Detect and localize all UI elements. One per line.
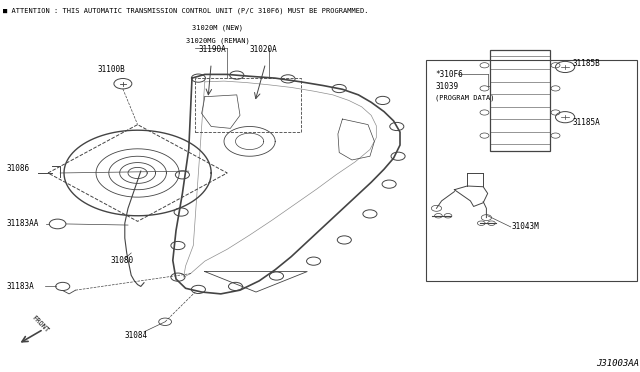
Text: 31020MG (REMAN): 31020MG (REMAN) [186, 37, 250, 44]
Text: (PROGRAM DATA): (PROGRAM DATA) [435, 94, 495, 101]
Text: 31020M (NEW): 31020M (NEW) [192, 24, 243, 31]
Text: J31003AA: J31003AA [596, 359, 639, 368]
Text: 31084: 31084 [125, 331, 148, 340]
Text: 31183A: 31183A [6, 282, 34, 291]
Text: 31086: 31086 [6, 164, 29, 173]
Text: 31039: 31039 [435, 82, 458, 91]
Text: 31020A: 31020A [250, 45, 277, 54]
Text: FRONT: FRONT [30, 314, 49, 333]
Text: ■ ATTENTION : THIS AUTOMATIC TRANSMISSION CONTROL UNIT (P/C 310F6) MUST BE PROGR: ■ ATTENTION : THIS AUTOMATIC TRANSMISSIO… [3, 7, 369, 14]
Text: *310F6: *310F6 [435, 70, 463, 79]
Text: 31080: 31080 [110, 256, 133, 265]
Bar [195, 78, 301, 132]
Text: 31100B: 31100B [98, 65, 125, 74]
Text: 31185B: 31185B [573, 59, 600, 68]
Text: 31190A: 31190A [198, 45, 226, 54]
Text: 31185A: 31185A [573, 118, 600, 127]
Text: 31183AA: 31183AA [6, 219, 39, 228]
Bar [490, 50, 550, 151]
Text: 31043M: 31043M [512, 222, 540, 231]
Bar [426, 60, 637, 281]
